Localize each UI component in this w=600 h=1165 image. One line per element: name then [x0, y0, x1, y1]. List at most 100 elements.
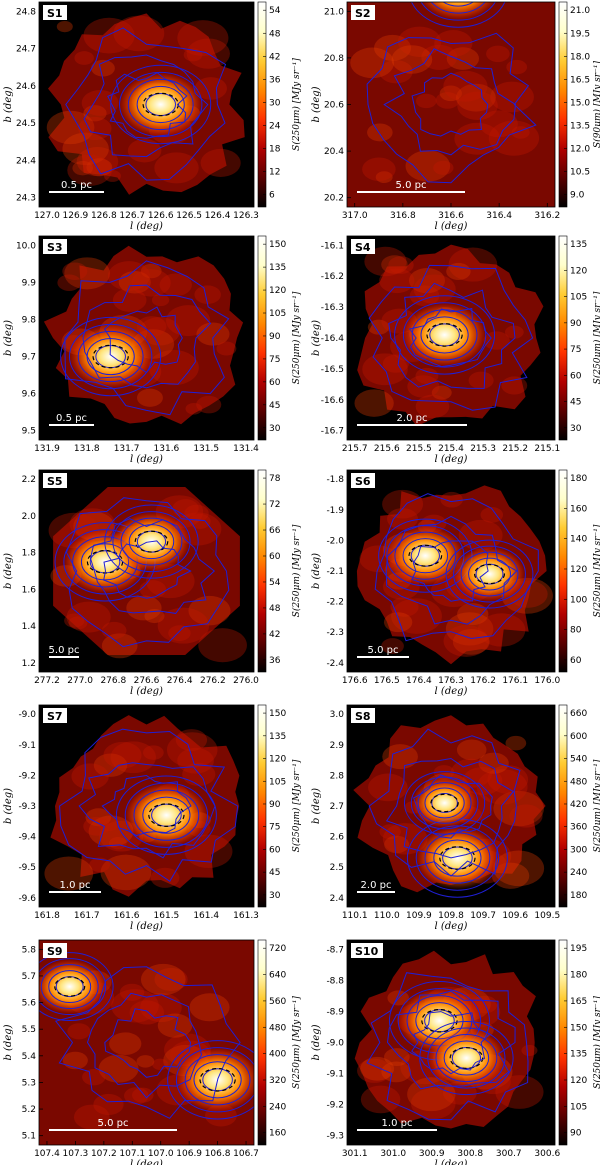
colorbar-tick-label: 135	[269, 263, 286, 273]
clump-outline	[54, 976, 86, 997]
y-tick-label: 2.6	[330, 833, 345, 843]
contour-line	[411, 72, 489, 137]
diffuse-emission	[136, 316, 167, 337]
y-tick-label: -16.4	[321, 334, 345, 344]
contour-line	[65, 27, 227, 181]
x-tick-label: 107.2	[91, 1149, 117, 1159]
contour-line	[408, 307, 492, 368]
y-tick-label: 24.3	[16, 194, 36, 204]
diffuse-emission	[184, 504, 209, 522]
diffuse-emission	[57, 274, 82, 291]
diffuse-emission	[493, 850, 545, 887]
x-tick-label: 300.9	[419, 1149, 445, 1159]
contour-line	[78, 762, 216, 859]
colorbar-tick-label: 36	[269, 656, 281, 666]
x-axis-label: l (deg)	[435, 454, 468, 465]
x-tick-label: 215.6	[374, 444, 400, 454]
colorbar	[558, 235, 568, 441]
colorbar-tick-label: 24	[269, 122, 281, 132]
contour-line	[101, 774, 192, 837]
contour-line	[445, 539, 534, 609]
x-tick-label: 215.7	[342, 444, 368, 454]
diffuse-emission	[357, 1058, 392, 1083]
x-tick-label: 131.6	[154, 444, 180, 454]
contour-line	[368, 264, 534, 411]
contour-line	[453, 545, 526, 603]
x-tick-label: 316.6	[438, 211, 464, 221]
contour-line	[420, 316, 469, 354]
contour-line	[104, 1008, 192, 1078]
y-axis-label: b (deg)	[3, 788, 14, 824]
diffuse-emission	[196, 395, 222, 414]
colorbar-tick-label: 78	[269, 474, 281, 484]
diffuse-emission	[362, 157, 396, 181]
colorbar	[558, 469, 568, 673]
diffuse-emission	[456, 739, 487, 761]
diffuse-emission	[62, 262, 88, 281]
panel-label-box	[351, 943, 383, 958]
scale-bar-label: 0.5 pc	[56, 413, 87, 424]
y-tick-label: 5.3	[22, 1078, 36, 1088]
scale-bar-label: 2.0 pc	[361, 880, 392, 891]
contour-line	[77, 330, 144, 383]
x-tick-label: 107.4	[34, 1149, 60, 1159]
panel-label: S5	[47, 475, 63, 488]
y-tick-label: 1.2	[22, 659, 36, 669]
contour-line	[435, 1033, 498, 1083]
diffuse-emission	[391, 598, 442, 634]
contour-line	[386, 990, 516, 1090]
diffuse-emission	[375, 171, 393, 184]
diffuse-emission	[457, 91, 498, 121]
contour-line	[385, 515, 518, 625]
diffuse-emission	[350, 47, 395, 79]
plot-frame	[38, 939, 255, 1146]
y-tick-label: -2.3	[326, 628, 344, 638]
colorbar-tick-label: 150	[570, 1023, 587, 1033]
diffuse-emission	[172, 499, 199, 518]
scale-bar-label: 5.0 pc	[98, 1118, 129, 1129]
y-tick-label: -2.4	[326, 659, 344, 669]
diffuse-emission	[166, 732, 218, 768]
colorbar-tick-label: 19.5	[570, 29, 590, 39]
contour-line	[133, 789, 200, 841]
diffuse-emission	[98, 1054, 139, 1083]
y-tick-label: -8.7	[326, 945, 344, 955]
diffuse-emission	[360, 1085, 401, 1114]
diffuse-emission	[490, 81, 534, 113]
x-tick-label: 126.5	[176, 211, 202, 221]
x-axis-label: l (deg)	[130, 921, 163, 932]
x-tick-label: 109.6	[502, 911, 528, 921]
x-tick-label: 106.8	[205, 1149, 231, 1159]
diffuse-emission	[200, 148, 241, 177]
emission-peak	[39, 959, 106, 1014]
colorbar-tick-label: 6	[269, 191, 275, 201]
x-tick-label: 126.6	[148, 211, 174, 221]
map-image	[347, 2, 555, 207]
colorbar-tick-label: 72	[269, 500, 280, 510]
diffuse-emission	[364, 246, 407, 277]
y-tick-label: 24.5	[16, 119, 36, 129]
contour-line	[104, 504, 199, 579]
y-tick-label: 1.8	[22, 549, 37, 559]
contour-line	[385, 757, 515, 859]
contour-line	[415, 825, 500, 891]
diffuse-emission	[382, 354, 409, 373]
colorbar-tick-label: 150	[269, 240, 286, 250]
diffuse-emission	[97, 816, 120, 832]
contour-line	[374, 493, 539, 642]
colorbar-tick-label: 66	[269, 526, 281, 536]
diffuse-emission	[421, 44, 458, 70]
x-tick-label: 126.8	[91, 211, 117, 221]
panel-label: S6	[355, 475, 371, 488]
contour-line	[394, 295, 496, 375]
x-tick-label: 317.0	[342, 211, 368, 221]
diffuse-emission	[413, 274, 456, 304]
contour-line	[366, 972, 529, 1121]
diffuse-emission	[501, 376, 528, 395]
emission-peak	[386, 526, 464, 586]
diffuse-emission	[151, 294, 170, 307]
scale-bar-label: 5.0 pc	[368, 645, 399, 656]
colorbar-tick-label: 400	[269, 1050, 286, 1060]
panel-label: S9	[47, 945, 63, 958]
colorbar-tick-label: 90	[570, 1129, 582, 1139]
